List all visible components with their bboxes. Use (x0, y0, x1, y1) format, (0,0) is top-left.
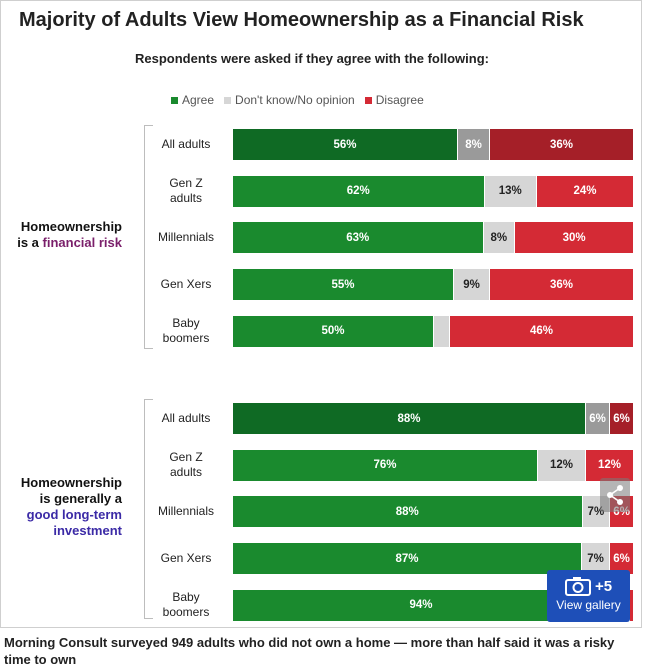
group-label-text: Homeownership is a (17, 219, 122, 250)
bar-value-label: 9% (463, 278, 480, 291)
bar-value-label: 24% (573, 185, 597, 198)
gallery-count: +5 (594, 577, 613, 595)
row-label: All adults (161, 411, 211, 425)
bar-agree: 63% (233, 222, 483, 254)
bar-dont-know: 7% (581, 543, 609, 575)
bar-value-label: 36% (549, 138, 574, 151)
bar-value-label: 6% (613, 412, 630, 425)
bar-disagree: 6% (609, 543, 633, 575)
bar-agree: 62% (233, 175, 484, 207)
bar-value-label: 12% (549, 459, 574, 472)
legend-label: Disagree (375, 93, 424, 107)
row-label: Gen Z adults (169, 176, 203, 206)
bar-value-label: 94% (409, 599, 433, 612)
bar-dont-know: 8% (457, 129, 489, 160)
bar-value-label: 76% (373, 459, 397, 472)
bar-value-label: 7% (587, 552, 604, 565)
bar-disagree: 30% (514, 222, 633, 254)
bar-dont-know: 12% (537, 449, 585, 481)
group-label-highlight: financial risk (42, 235, 122, 250)
bar-value-label: 87% (395, 552, 419, 565)
bar-value-label: 36% (549, 278, 574, 291)
row-label: Gen Z adults (169, 450, 203, 480)
bar-value-label: 8% (465, 138, 482, 151)
row-label: Baby boomers (162, 590, 210, 620)
bar-agree: 87% (233, 543, 581, 575)
bar-value-label: 63% (346, 231, 370, 244)
share-icon (607, 485, 623, 505)
group-bracket (144, 399, 153, 619)
image-caption: Morning Consult surveyed 949 adults who … (4, 635, 615, 667)
legend: Agree Don't know/No opinion Disagree (171, 93, 424, 107)
bar-value-label: 6% (613, 552, 630, 565)
bar-value-label: 62% (346, 185, 370, 198)
bar-value-label: 13% (498, 185, 522, 198)
bar-value-label: 8% (490, 231, 508, 244)
bar-value-label: 88% (397, 412, 421, 425)
bar-agree: 56% (233, 129, 457, 160)
view-gallery-button[interactable]: +5 View gallery (547, 570, 630, 622)
bar-dont-know: 13% (483, 175, 537, 207)
row-label: Millennials (157, 230, 215, 245)
bar-disagree: 36% (489, 269, 633, 301)
bar-disagree: 12% (585, 449, 633, 481)
bar-value-label: 12% (597, 459, 622, 472)
share-button[interactable] (600, 478, 630, 512)
bar-agree: 88% (233, 403, 585, 434)
row-label: Baby boomers (162, 316, 210, 346)
legend-swatch (364, 96, 372, 104)
group-label: Homeownership is a financial risk (6, 219, 122, 251)
bar-value-label: 88% (395, 505, 419, 518)
row-label: Millennials (157, 504, 215, 519)
group-label-text: Homeownership is generally a (20, 475, 122, 506)
legend-item: Disagree (364, 93, 424, 107)
gallery-label: View gallery (556, 598, 621, 612)
bar-dont-know: 6% (585, 403, 609, 434)
bar-value-label: 50% (321, 325, 345, 338)
bar-dont-know (433, 315, 449, 347)
bar-value-label: 6% (589, 412, 606, 425)
bar-agree: 76% (233, 449, 537, 481)
legend-label: Don't know/No opinion (235, 93, 355, 107)
bar-agree: 94% (233, 589, 609, 621)
bar-disagree: 46% (449, 315, 633, 347)
row-label: Gen Xers (160, 277, 212, 292)
group-bracket (144, 125, 153, 349)
legend-swatch (171, 96, 178, 104)
bar-value-label: 30% (562, 231, 586, 244)
chart-title: Majority of Adults View Homeownership as… (19, 9, 584, 31)
camera-icon (564, 577, 591, 596)
bar-value-label: 56% (333, 138, 357, 151)
bar-value-label: 55% (331, 278, 355, 291)
row-label: Gen Xers (160, 551, 212, 566)
group-label-highlight: good long-term investment (26, 507, 122, 538)
bar-disagree: 6% (609, 403, 633, 434)
legend-item: Don't know/No opinion (224, 93, 355, 107)
bar-agree: 55% (233, 269, 453, 301)
chart-subtitle: Respondents were asked if they agree wit… (135, 51, 489, 66)
bar-agree: 88% (233, 496, 582, 528)
bar-dont-know: 8% (482, 222, 515, 254)
legend-label: Agree (182, 93, 215, 107)
bar-disagree: 24% (536, 175, 633, 207)
group-label: Homeownership is generally a good long-t… (6, 475, 122, 539)
chart-frame: Majority of Adults View Homeownership as… (0, 0, 642, 628)
bar-dont-know: 9% (453, 269, 489, 301)
legend-item: Agree (171, 93, 214, 107)
bar-disagree: 36% (489, 129, 633, 160)
bar-agree: 50% (233, 315, 433, 347)
legend-swatch (224, 96, 232, 104)
bar-value-label: 46% (529, 325, 554, 338)
row-label: All adults (161, 137, 211, 151)
